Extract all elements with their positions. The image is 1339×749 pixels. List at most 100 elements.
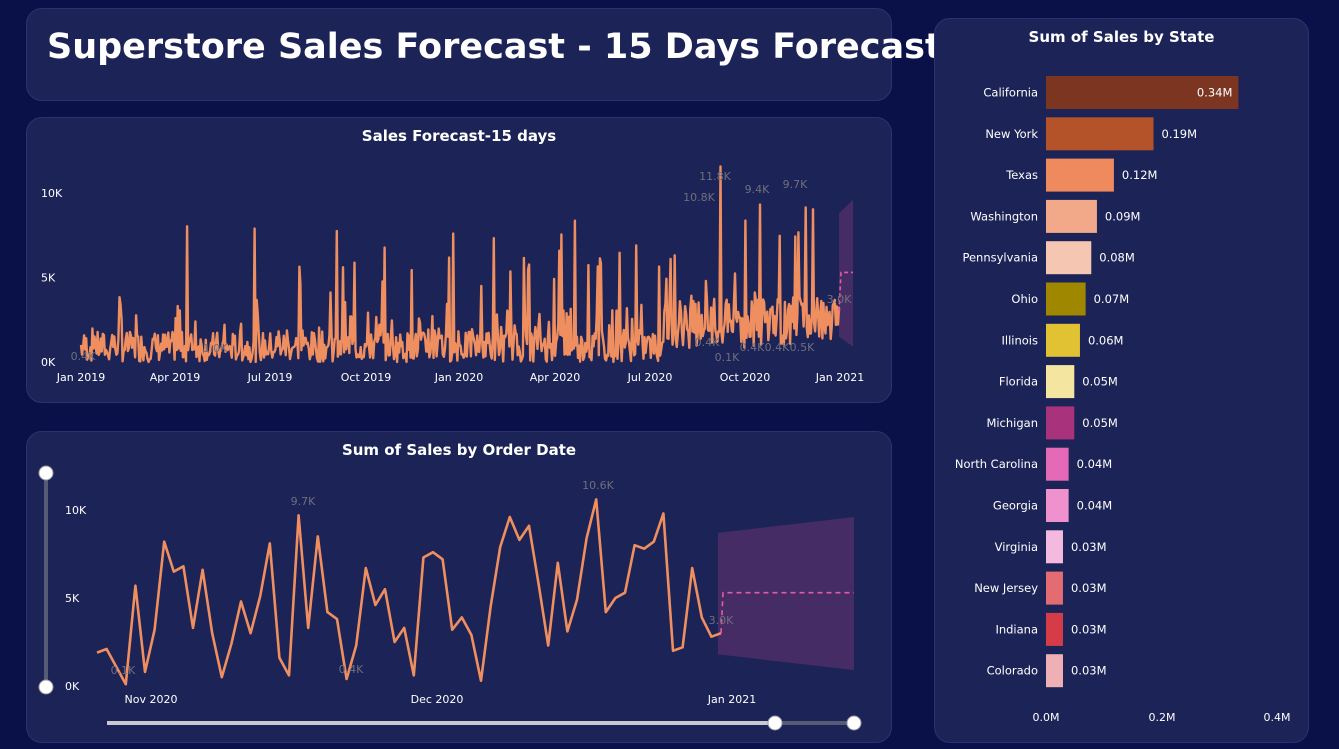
state-bar: [1046, 241, 1092, 275]
y-tick-label: 10K: [41, 187, 63, 200]
y-tick-label: 5K: [41, 272, 56, 285]
order-date-chart[interactable]: 0K 5K 10K Nov 2020 Dec 2020 Jan 2021 0.1K 9.7K 0…: [27, 432, 891, 742]
x-tick-label: Jan 2021: [707, 693, 756, 706]
state-bar: [1046, 76, 1239, 109]
bar-value-label: 0.12M: [1122, 168, 1158, 182]
state-bar: [1046, 571, 1063, 605]
title-card: Superstore Sales Forecast - 15 Days Fore…: [26, 8, 942, 101]
state-label: Georgia: [993, 499, 1038, 513]
data-label: 0.4K: [695, 336, 720, 349]
state-label: Ohio: [1011, 292, 1038, 306]
bar-value-label: 0.34M: [1197, 86, 1233, 100]
sales-forecast-card[interactable]: Sales Forecast-15 days 0K 5K 10K Jan 2019 Ap…: [26, 117, 892, 403]
y-tick-label: 10K: [65, 504, 87, 517]
data-label: 0.4K: [740, 341, 765, 354]
data-label: 0.5K: [790, 341, 815, 354]
state-bar: [1046, 654, 1063, 688]
horizontal-slider-handle-right[interactable]: [846, 715, 862, 731]
x-tick-label: 0.4M: [1264, 711, 1291, 724]
y-tick-label: 0K: [65, 680, 80, 693]
sales-line: [79, 165, 841, 364]
data-label: 9.7K: [783, 178, 808, 191]
order-date-title: Sum of Sales by Order Date: [341, 441, 577, 459]
bar-value-label: 0.03M: [1071, 540, 1107, 554]
y-tick-label: 5K: [65, 592, 80, 605]
state-label: New Jersey: [974, 581, 1038, 595]
state-bar: [1046, 489, 1069, 522]
state-bar: [1046, 612, 1063, 646]
bar-value-label: 0.04M: [1077, 457, 1113, 471]
sales-forecast-title: Sales Forecast-15 days: [361, 127, 557, 145]
state-bar: [1046, 158, 1114, 192]
x-tick-label: 0.0M: [1033, 711, 1060, 724]
data-label: 10.8K: [683, 191, 715, 204]
state-bar: [1046, 530, 1063, 564]
bar-value-label: 0.03M: [1071, 622, 1107, 636]
state-bar: [1046, 447, 1069, 481]
bar-value-label: 0.09M: [1105, 209, 1141, 223]
y-tick-label: 0K: [41, 356, 56, 369]
x-tick-label: Oct 2019: [341, 371, 392, 384]
data-label: 3.0K: [709, 614, 734, 627]
x-tick-label: Nov 2020: [125, 693, 178, 706]
bar-value-label: 0.19M: [1162, 127, 1198, 141]
state-bar: [1046, 406, 1075, 440]
state-sales-title: Sum of Sales by State: [1028, 28, 1215, 46]
x-tick-label: Jan 2020: [434, 371, 483, 384]
bar-value-label: 0.03M: [1071, 664, 1107, 678]
state-bar: [1046, 199, 1097, 233]
forecast-band: [718, 517, 854, 671]
data-label: 10.6K: [582, 479, 614, 492]
sales-forecast-chart[interactable]: 0K 5K 10K Jan 2019 Apr 2019 Jul 2019 Oct 2019 J…: [27, 118, 891, 402]
state-label: Colorado: [987, 664, 1038, 678]
state-label: North Carolina: [955, 457, 1038, 471]
state-bar: [1046, 323, 1080, 357]
x-tick-label: Dec 2020: [411, 693, 464, 706]
x-tick-label: Oct 2020: [720, 371, 771, 384]
state-label: Pennsylvania: [962, 251, 1038, 265]
x-tick-label: Jul 2020: [627, 371, 673, 384]
bar-value-label: 0.07M: [1094, 292, 1130, 306]
bar-value-label: 0.05M: [1082, 416, 1118, 430]
forecast-line: [838, 271, 853, 312]
sales-line: [96, 498, 722, 686]
data-label: 9.7K: [291, 495, 316, 508]
data-label: 0.1K: [715, 351, 740, 364]
bar-value-label: 0.06M: [1088, 333, 1124, 347]
data-label: 11.8K: [699, 170, 731, 183]
x-tick-label: Jan 2019: [56, 371, 105, 384]
x-tick-label: Jul 2019: [247, 371, 293, 384]
data-label: 0.1K: [111, 664, 136, 677]
x-tick-label: 0.2M: [1149, 711, 1176, 724]
data-label: 0.4K: [765, 341, 790, 354]
state-sales-chart[interactable]: California 0.34M New York 0.19M Texas 0.12M Wa…: [935, 19, 1308, 742]
data-label: 0.4K: [339, 663, 364, 676]
x-tick-label: Jan 2021: [815, 371, 864, 384]
state-label: Washington: [970, 209, 1038, 223]
vertical-slider-handle-top[interactable]: [38, 465, 54, 481]
data-label: 0.4K: [71, 350, 96, 363]
order-date-card[interactable]: Sum of Sales by Order Date 0K 5K 10K Nov 20…: [26, 431, 892, 743]
state-label: Florida: [999, 375, 1038, 389]
data-label: 3.0K: [827, 293, 852, 306]
state-label: California: [983, 86, 1038, 100]
data-label: 1.0K: [203, 342, 228, 355]
state-sales-card[interactable]: Sum of Sales by State California 0.34M New…: [934, 18, 1309, 743]
state-label: New York: [985, 127, 1038, 141]
state-bar: [1046, 365, 1075, 399]
state-label: Michigan: [986, 416, 1038, 430]
x-tick-label: Apr 2020: [530, 371, 581, 384]
state-bar: [1046, 117, 1154, 151]
state-label: Virginia: [995, 540, 1038, 554]
vertical-slider-handle-bottom[interactable]: [38, 679, 54, 695]
bar-value-label: 0.08M: [1099, 251, 1135, 265]
horizontal-slider-handle-left[interactable]: [767, 715, 783, 731]
bar-value-label: 0.04M: [1077, 499, 1113, 513]
state-label: Texas: [1005, 168, 1038, 182]
state-bar: [1046, 282, 1086, 316]
bar-value-label: 0.05M: [1082, 375, 1118, 389]
forecast-line: [720, 591, 854, 634]
state-label: Illinois: [1002, 333, 1039, 347]
forecast-band: [839, 199, 853, 347]
state-label: Indiana: [995, 622, 1038, 636]
